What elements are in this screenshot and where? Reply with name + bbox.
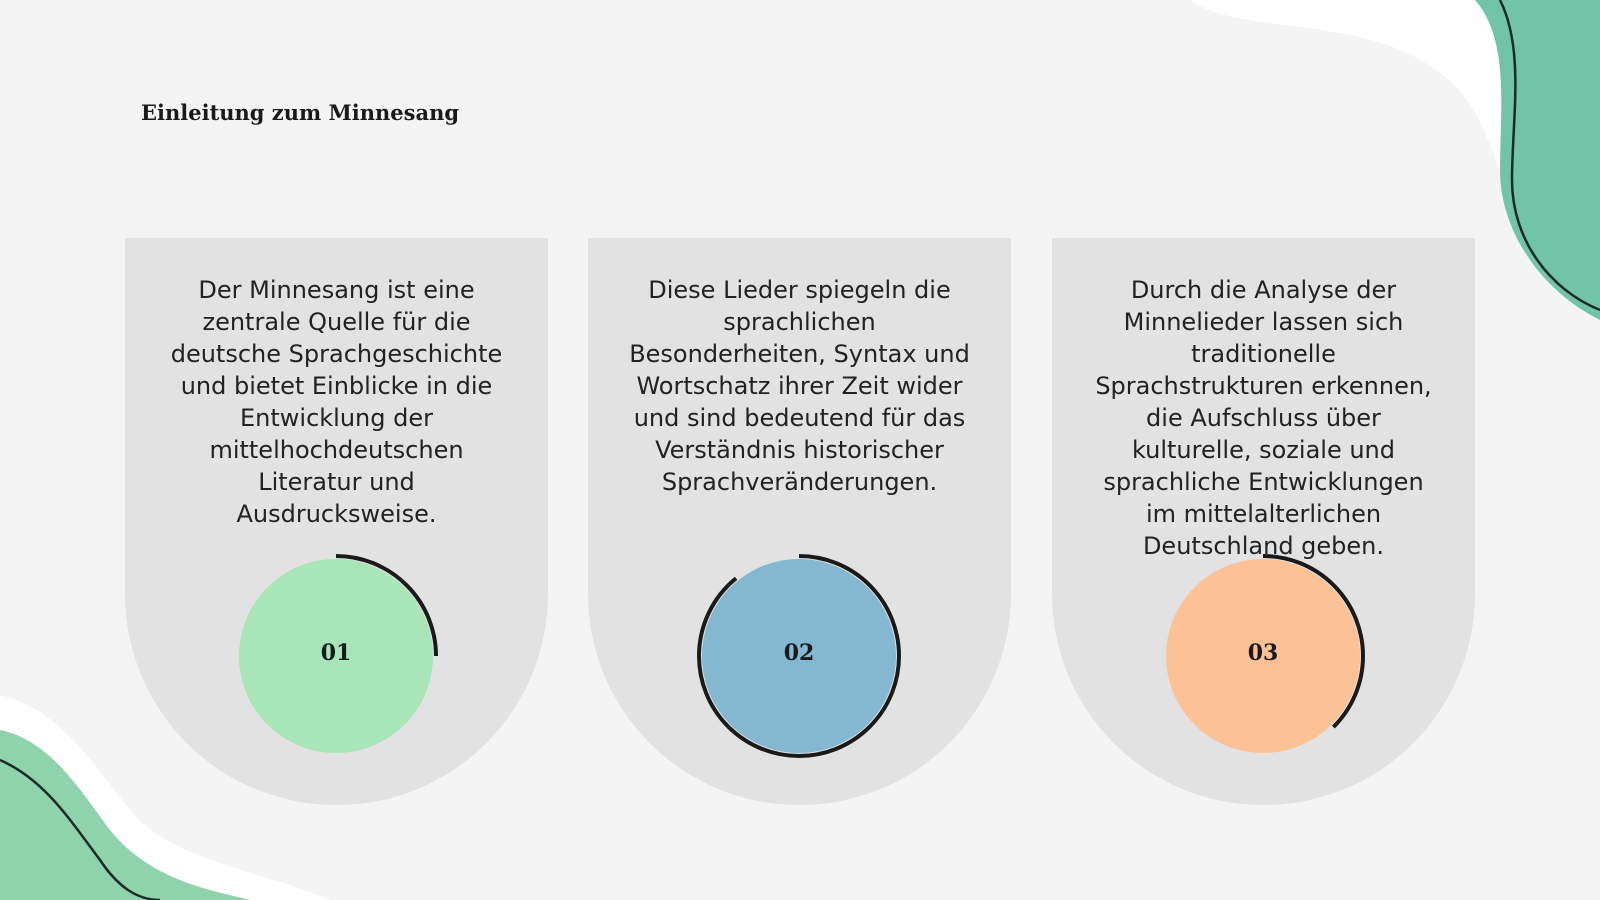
card: Durch die Analyse der Minnelieder lassen… bbox=[1052, 238, 1475, 805]
number-circle bbox=[1161, 554, 1365, 758]
card-text: Durch die Analyse der Minnelieder lassen… bbox=[1095, 276, 1432, 560]
number-circle bbox=[697, 554, 901, 758]
card-number: 02 bbox=[783, 640, 815, 666]
card-text: Der Minnesang ist eine zentrale Quelle f… bbox=[170, 276, 503, 528]
slide-title: Einleitung zum Minnesang bbox=[141, 100, 460, 125]
card-number: 03 bbox=[1247, 640, 1279, 666]
card: Der Minnesang ist eine zentrale Quelle f… bbox=[125, 238, 548, 805]
card: Diese Lieder spiegeln die sprachlichen B… bbox=[588, 238, 1011, 805]
card-text: Diese Lieder spiegeln die sprachlichen B… bbox=[629, 276, 970, 496]
number-circle bbox=[234, 554, 438, 758]
card-number: 01 bbox=[320, 640, 352, 666]
